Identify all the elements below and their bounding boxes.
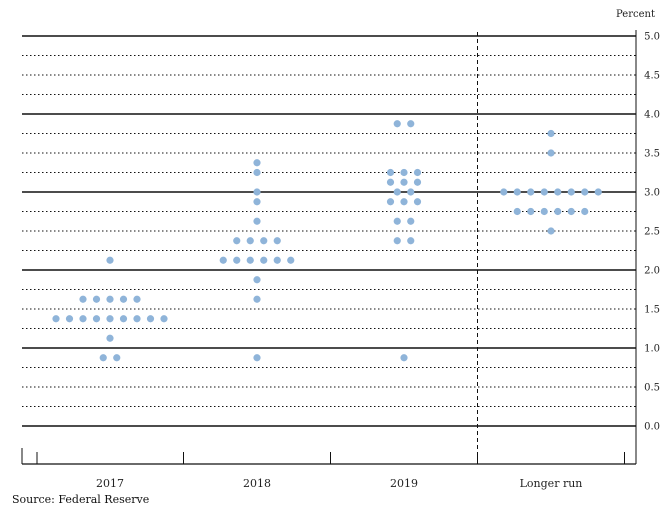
dot-point [246,237,254,245]
chart-axes: 0.0 0.5 1.0 1.5 2.0 2.5 3.0 3.5 4.0 4.5 5.0 2017 201… [21,30,660,490]
dot-point [273,237,281,245]
dot-point [500,188,508,196]
x-category-label: 2017 [96,477,124,490]
dot-point [386,198,395,206]
dot-point [219,256,227,264]
dot-point [52,315,60,323]
dot-point [113,354,121,362]
dot-point [527,207,535,216]
y-tick-label: 1.0 [644,344,660,355]
dot-point [413,168,422,177]
dot-point [246,256,254,264]
y-tick-label: 3.0 [644,188,660,199]
dot-point [567,188,575,196]
dot-point [65,315,74,323]
y-tick-label: 0.5 [644,383,660,394]
x-category-label: 2019 [390,477,418,490]
x-category-label: 2018 [243,477,271,490]
dot-point [513,188,521,196]
dot-point [253,354,261,362]
dot-point [133,315,141,323]
y-tick-label: 4.5 [644,71,660,82]
dot-point [513,207,521,216]
dot-point [99,354,107,362]
dot-point [540,188,548,196]
dot-point [133,295,141,303]
dot-point [393,188,401,196]
dot-point [407,237,415,245]
dot-point [79,295,87,303]
dot-point [400,198,408,206]
dot-point [106,315,114,323]
dot-point [253,217,261,225]
dot-point [407,217,415,225]
dot-point [547,227,555,235]
dot-point [253,159,261,167]
y-tick-label: 3.5 [644,149,660,160]
dot-point [146,315,155,323]
dot-point [547,149,555,157]
chart-grid [22,35,636,427]
dot-point [407,120,415,128]
dot-point [260,237,268,245]
y-tick-label: 4.0 [644,110,660,121]
dot-point [594,188,602,196]
dot-point [92,295,101,303]
dot-point [253,198,261,206]
source-note: Source: Federal Reserve [12,493,150,506]
dot-point [287,256,295,264]
dot-point [119,295,128,303]
dot-point [79,315,87,323]
dot-point [393,120,401,128]
y-axis-label: Percent [616,9,655,20]
dot-point [253,295,261,303]
y-tick-label: 2.0 [644,266,660,277]
dot-point [92,315,101,323]
dot-point [527,188,535,196]
chart-dots [52,120,602,362]
dot-point [581,188,589,196]
dot-point [413,178,422,186]
dot-point [233,256,241,264]
y-tick-label: 0.0 [644,422,660,433]
dot-point [253,188,261,196]
dot-point [567,207,575,216]
dot-point [547,129,555,138]
dot-point [106,334,114,342]
dot-point [233,237,241,245]
dot-point [253,276,261,284]
dot-point [106,295,114,303]
dot-point [393,217,401,225]
dot-point [554,207,562,216]
dot-point [413,198,422,206]
dot-point [400,168,408,177]
dot-point [407,188,415,196]
dot-point [386,168,395,177]
dot-point [400,354,408,362]
y-tick-label: 5.0 [644,32,660,43]
dot-point [119,315,128,323]
x-category-label: Longer run [520,477,583,490]
dot-point [540,207,548,216]
dot-point [554,188,562,196]
dot-point [273,256,281,264]
dot-point [260,256,268,264]
y-tick-label: 1.5 [644,305,660,316]
dot-point [253,168,261,177]
dot-point [400,178,408,186]
dot-point [160,315,168,323]
y-tick-label: 2.5 [644,227,660,238]
dot-point [393,237,401,245]
dot-point [581,207,589,216]
dot-point [386,178,395,186]
dot-point [106,256,114,264]
